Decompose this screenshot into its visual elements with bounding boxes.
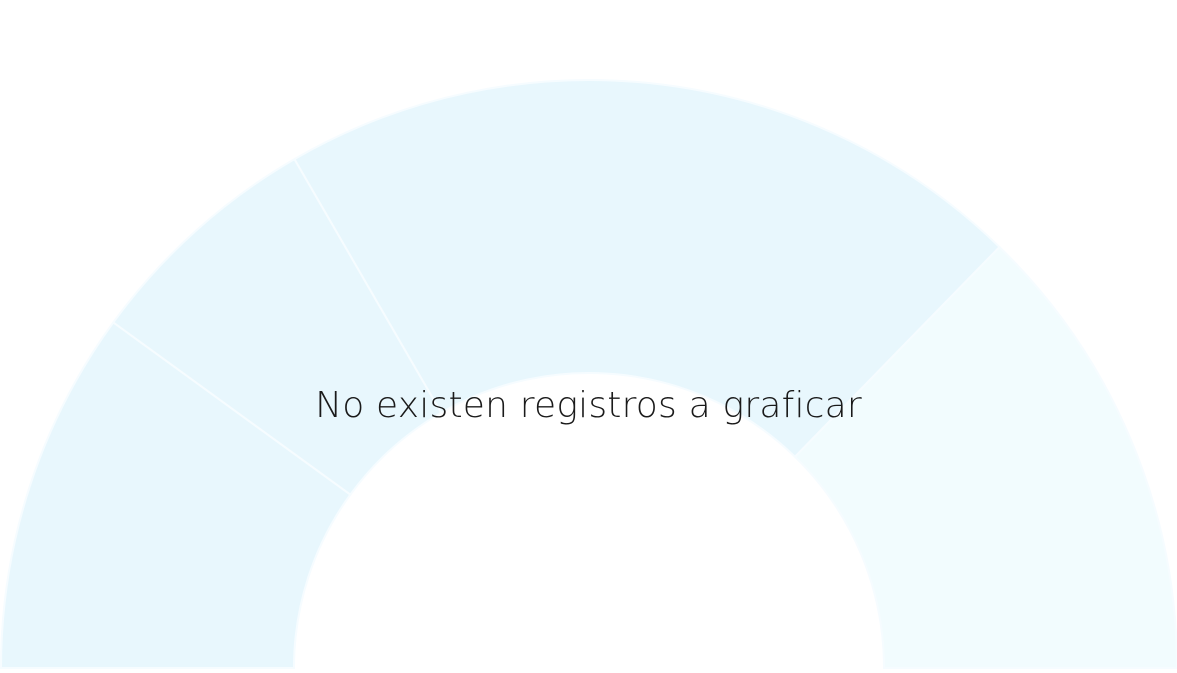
gauge-segments	[0, 79, 1177, 669]
empty-state-message: No existen registros a graficar	[315, 385, 862, 426]
gauge-segment-1	[0, 320, 352, 669]
gauge-segment-4	[793, 245, 1177, 669]
gauge-segment-3	[293, 79, 1001, 459]
